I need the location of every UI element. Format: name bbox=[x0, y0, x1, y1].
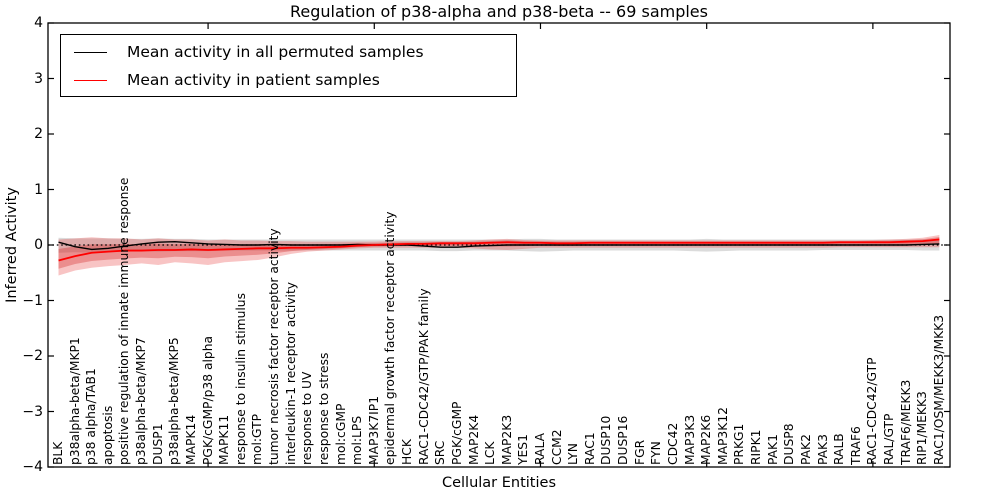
x-category-label: SRC bbox=[433, 440, 448, 465]
x-category-label: FYN bbox=[649, 441, 664, 465]
x-category-label: epidermal growth factor receptor activit… bbox=[383, 211, 398, 465]
x-category-label: MAP3K7IP1 bbox=[366, 395, 381, 465]
x-category-label: MAPK14 bbox=[183, 414, 198, 465]
x-category-label: PGK/cGMP/p38 alpha bbox=[200, 335, 215, 465]
x-category-label: RIPK1 bbox=[749, 429, 764, 465]
legend-item: Mean activity in patient samples bbox=[61, 66, 516, 94]
x-category-label: RAC1/OSM/MEKK3/MKK3 bbox=[931, 314, 946, 465]
x-axis-label: Cellular Entities bbox=[441, 475, 557, 491]
x-category-label: MAP3K3 bbox=[682, 414, 697, 465]
x-category-label: TRAF6/MEKK3 bbox=[898, 379, 913, 465]
x-category-label: PGK/cGMP bbox=[449, 401, 464, 465]
x-category-label: PAK2 bbox=[798, 434, 813, 465]
legend-label: Mean activity in patient samples bbox=[127, 71, 380, 89]
y-tick-label: 4 bbox=[34, 15, 43, 31]
x-category-label: YES1 bbox=[516, 434, 531, 465]
x-category-label: PRKG1 bbox=[732, 423, 747, 465]
y-tick-label: 0 bbox=[34, 237, 43, 253]
y-tick-label: 1 bbox=[34, 181, 43, 198]
x-category-label: p38alpha-beta/MKP7 bbox=[134, 337, 149, 465]
x-category-label: response to UV bbox=[300, 371, 315, 465]
x-category-label: MAPK11 bbox=[217, 414, 232, 465]
x-category-label: interleukin-1 receptor activity bbox=[283, 281, 298, 465]
x-category-label: RAC1 bbox=[582, 432, 597, 465]
x-category-label: BLK bbox=[51, 441, 65, 465]
x-category-label: FGR bbox=[632, 439, 647, 465]
y-tick-label: −3 bbox=[22, 403, 43, 420]
y-tick-label: 2 bbox=[34, 126, 43, 142]
patient-mean-line bbox=[58, 238, 940, 262]
x-category-label: response to insulin stimulus bbox=[233, 293, 248, 465]
x-category-label: CCM2 bbox=[549, 429, 564, 465]
x-category-label: DUSP1 bbox=[150, 423, 165, 465]
chart-title: Regulation of p38-alpha and p38-beta -- … bbox=[290, 2, 708, 21]
permuted-line-sample-icon bbox=[74, 51, 107, 53]
legend-item: Mean activity in all permuted samples bbox=[61, 38, 516, 66]
legend-label: Mean activity in all permuted samples bbox=[127, 43, 424, 61]
x-category-label: positive regulation of innate immune res… bbox=[117, 177, 132, 465]
x-category-label: TRAF6 bbox=[848, 426, 863, 465]
x-category-label: response to stress bbox=[316, 352, 331, 465]
x-category-label: MAP2K3 bbox=[499, 414, 514, 465]
x-category-label: mol:cGMP bbox=[333, 403, 348, 465]
x-category-label: DUSP16 bbox=[616, 415, 631, 465]
x-category-label: RIP1/MEKK3 bbox=[915, 391, 930, 465]
patient-line-sample-icon bbox=[74, 79, 107, 81]
x-category-label: HCK bbox=[400, 439, 415, 465]
x-category-label: MAP2K4 bbox=[466, 414, 481, 465]
x-category-label: MAP2K6 bbox=[699, 414, 714, 465]
x-category-label: p38 alpha/TAB1 bbox=[84, 368, 99, 465]
x-category-label: MAP3K12 bbox=[715, 407, 730, 465]
x-category-label: RALB bbox=[832, 433, 847, 465]
x-category-label: PAK3 bbox=[815, 434, 830, 465]
x-category-label: mol:GTP bbox=[250, 413, 265, 465]
x-category-label: RALA bbox=[532, 432, 547, 465]
y-tick-label: −4 bbox=[22, 459, 43, 475]
y-tick-label: 3 bbox=[34, 70, 43, 87]
y-tick-label: −1 bbox=[22, 292, 43, 309]
x-category-label: PAK1 bbox=[765, 434, 780, 465]
legend: Mean activity in all permuted samples Mea… bbox=[60, 34, 517, 97]
x-category-label: p38alpha-beta/MKP1 bbox=[67, 337, 82, 465]
x-category-label: DUSP10 bbox=[599, 415, 614, 465]
x-category-label: mol:LPS bbox=[350, 415, 365, 465]
x-category-label: RAC1-CDC42/GTP bbox=[865, 357, 880, 465]
x-category-label: RAL/GTP bbox=[882, 413, 896, 465]
x-category-label: p38alpha-beta/MKP5 bbox=[167, 337, 182, 465]
x-category-label: CDC42 bbox=[665, 422, 680, 465]
x-category-label: LCK bbox=[483, 441, 498, 465]
x-category-label: tumor necrosis factor receptor activity bbox=[267, 228, 282, 465]
x-category-label: RAC1-CDC42/GTP/PAK family bbox=[416, 288, 431, 465]
x-category-label: LYN bbox=[566, 443, 581, 465]
y-tick-label: −2 bbox=[22, 348, 43, 364]
x-category-label: DUSP8 bbox=[782, 423, 797, 465]
x-category-label: apoptosis bbox=[100, 405, 115, 465]
permuted-mean-line bbox=[58, 240, 940, 251]
